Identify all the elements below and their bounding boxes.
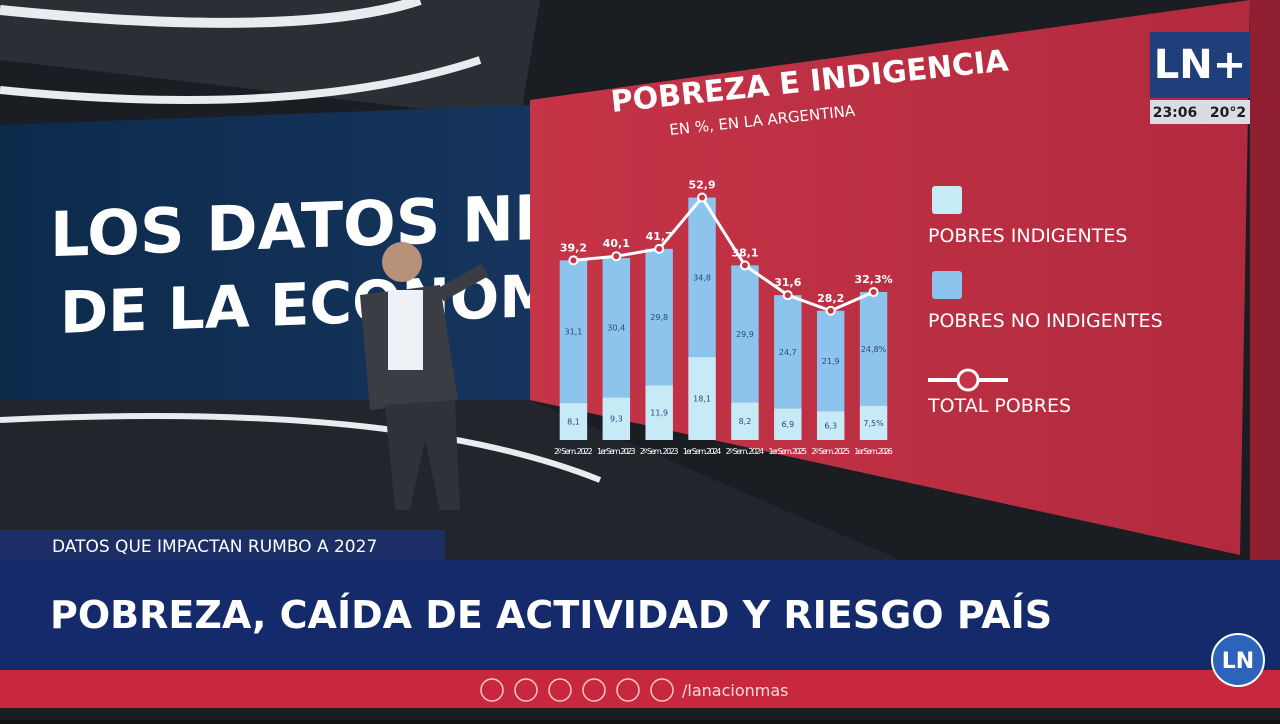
- total-label: 39,2: [560, 241, 587, 254]
- bar-segment: [559, 260, 588, 403]
- bar-label: 30,4: [607, 324, 625, 333]
- bar-segment: [731, 402, 759, 440]
- x-tick-label: 2º Sem. 2024: [726, 447, 765, 456]
- presenter: [360, 242, 489, 510]
- legend-marker: [956, 368, 980, 392]
- clock-time: 23:06: [1153, 105, 1198, 121]
- total-point: [782, 290, 793, 301]
- bar-label: 24,7: [779, 348, 797, 357]
- bar-segment: [559, 402, 588, 440]
- x-tick-label: 1er Sem. 2025: [769, 447, 808, 456]
- x-tick-label: 1er Sem. 2026: [854, 447, 893, 456]
- bar-label: 29,9: [736, 330, 754, 339]
- total-label: 32,3%: [854, 273, 892, 286]
- total-line: [573, 195, 875, 313]
- clock-temperature: 20°2: [1210, 105, 1246, 121]
- total-label: 40,1: [603, 237, 630, 250]
- legend-label: POBRES NO INDIGENTES: [928, 310, 1163, 332]
- ceiling: [0, 0, 540, 120]
- bar-segment: [859, 291, 888, 406]
- bar-segment: [645, 385, 673, 440]
- bar-segment: [645, 248, 673, 386]
- legend-swatch: [932, 186, 962, 214]
- kicker: DATOS QUE IMPACTAN RUMBO A 2027: [52, 537, 377, 557]
- bar-label: 7,5%: [863, 419, 884, 428]
- channel-logo-box: [1150, 32, 1250, 98]
- total-point: [697, 192, 708, 203]
- bar-label: 8,1: [567, 417, 580, 426]
- total-label: 52,9: [688, 179, 715, 192]
- bar-label: 11,9: [650, 409, 668, 418]
- plot: 8,1 31,1 2º Sem. 2022 9,3 30,4 1er Sem. 2023 1…: [554, 179, 893, 456]
- bar-label: 24,8%: [861, 345, 887, 354]
- social-icons: [480, 678, 674, 702]
- bar-label: 18,1: [693, 395, 711, 404]
- total-point: [568, 255, 579, 266]
- kicker-box: [0, 530, 445, 560]
- bar-segment: [602, 397, 631, 440]
- total-point: [739, 260, 750, 271]
- badge-circle: [1211, 633, 1265, 687]
- channel-logo: LN+: [1154, 42, 1246, 88]
- total-label: 38,1: [731, 246, 758, 259]
- x-tick-label: 1er Sem. 2023: [597, 447, 636, 456]
- light-strip: [0, 56, 482, 104]
- legend-label: TOTAL POBRES: [927, 395, 1071, 417]
- x-tick-label: 2º Sem. 2023: [640, 447, 679, 456]
- social-bar: [0, 670, 1280, 708]
- bar-segment: [688, 197, 716, 358]
- light-strip: [0, 0, 422, 28]
- total-label: 31,6: [774, 276, 801, 289]
- clock-box: [1150, 100, 1250, 124]
- floor-light: [0, 413, 602, 483]
- bar-segment: [816, 310, 845, 412]
- bar-segment: [731, 265, 759, 403]
- bar-label: 6,9: [781, 420, 794, 429]
- bar-label: 6,3: [824, 422, 837, 431]
- bar-label: 31,1: [565, 328, 583, 337]
- bar-segment: [774, 295, 802, 409]
- headline: POBREZA, CAÍDA DE ACTIVIDAD Y RIESGO PAÍ…: [50, 593, 1052, 637]
- bar-segment: [859, 405, 888, 440]
- bar-label: 21,9: [822, 357, 840, 366]
- bar-label: 34,8: [693, 273, 711, 282]
- bar-segment: [816, 411, 845, 440]
- legend-swatch: [932, 271, 962, 299]
- total-point: [654, 243, 665, 254]
- bar-label: 9,3: [610, 415, 623, 424]
- social-handle: /lanacionmas: [682, 681, 788, 700]
- total-point: [611, 251, 622, 262]
- headline-box: [0, 560, 1280, 670]
- bar-segment: [774, 408, 802, 440]
- bar-segment: [602, 258, 631, 398]
- total-label: 28,2: [817, 292, 844, 305]
- badge: LN: [1222, 649, 1254, 674]
- total-point: [825, 305, 836, 316]
- bar-segment: [688, 357, 716, 440]
- bar-label: 29,8: [650, 313, 668, 322]
- x-tick-label: 2º Sem. 2025: [811, 447, 850, 456]
- bar-label: 8,2: [739, 417, 752, 426]
- legend: POBRES INDIGENTES POBRES NO INDIGENTES TOT…: [927, 186, 1163, 417]
- total-label: 41,7: [646, 230, 673, 243]
- x-tick-label: 1er Sem. 2024: [683, 447, 722, 456]
- panel-edge: [1250, 0, 1280, 560]
- x-tick-label: 2º Sem. 2022: [554, 447, 593, 456]
- total-point: [868, 286, 879, 297]
- legend-label: POBRES INDIGENTES: [928, 225, 1127, 247]
